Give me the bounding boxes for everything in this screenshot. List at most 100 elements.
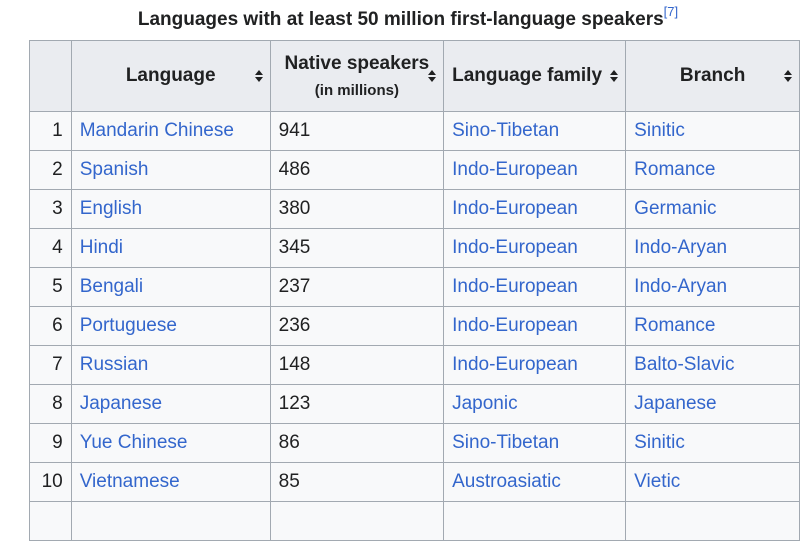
family-cell: Indo-European <box>443 228 627 268</box>
language-link[interactable]: Yue Chinese <box>79 432 188 453</box>
language-link[interactable]: Mandarin Chinese <box>79 120 234 141</box>
family-header-label: Language family <box>452 65 603 86</box>
branch-cell: Vietic <box>625 462 800 502</box>
branch-link[interactable]: Germanic <box>634 198 717 219</box>
family-cell: Austroasiatic <box>443 462 627 502</box>
branch-cell: Romance <box>625 306 800 346</box>
language-cell: Vietnamese <box>70 462 271 502</box>
speakers-cell: 380 <box>269 189 445 229</box>
branch-cell: Indo-Aryan <box>625 228 800 268</box>
family-link[interactable]: Sino-Tibetan <box>452 432 560 453</box>
branch-link[interactable]: Vietic <box>634 471 681 492</box>
language-link[interactable]: English <box>79 198 143 219</box>
language-cell: Bengali <box>70 267 271 307</box>
branch-link[interactable]: Indo-Aryan <box>634 237 728 258</box>
family-cell: Indo-European <box>443 150 627 190</box>
speakers-cell: 237 <box>269 267 445 307</box>
branch-link[interactable]: Romance <box>634 159 716 180</box>
family-link[interactable]: Austroasiatic <box>452 471 561 492</box>
language-cell: Mandarin Chinese <box>70 111 271 151</box>
language-link[interactable]: Bengali <box>79 276 144 297</box>
rank-cell: 6 <box>29 306 72 346</box>
sort-icon[interactable] <box>610 70 619 82</box>
family-link[interactable]: Indo-European <box>452 198 578 219</box>
speakers-cell: 236 <box>269 306 445 346</box>
family-link[interactable]: Indo-European <box>452 315 578 336</box>
rank-cell: 8 <box>29 384 72 424</box>
rank-cell: 7 <box>29 345 72 385</box>
branch-cell: Japanese <box>625 384 800 424</box>
branch-cell: Indo-Aryan <box>625 267 800 307</box>
sort-icon[interactable] <box>428 70 437 82</box>
family-link[interactable]: Indo-European <box>452 237 578 258</box>
empty-cell <box>29 501 72 541</box>
sort-icon[interactable] <box>254 70 263 82</box>
table-row: 1 Mandarin Chinese 941 Sino-Tibetan Sinitic <box>29 111 800 151</box>
rank-cell: 10 <box>29 462 72 502</box>
table-row: 4 Hindi 345 Indo-European Indo-Aryan <box>29 228 800 268</box>
languages-table: Language Native speakers (in millions) L… <box>29 40 800 541</box>
branch-link[interactable]: Sinitic <box>634 432 685 453</box>
family-link[interactable]: Sino-Tibetan <box>452 120 560 141</box>
branch-header[interactable]: Branch <box>625 40 800 112</box>
language-link[interactable]: Hindi <box>79 237 124 258</box>
empty-cell <box>625 501 800 541</box>
rank-cell: 9 <box>29 423 72 463</box>
language-cell: Hindi <box>70 228 271 268</box>
table-row: 2 Spanish 486 Indo-European Romance <box>29 150 800 190</box>
rank-cell: 2 <box>29 150 72 190</box>
language-cell: Japanese <box>70 384 271 424</box>
language-link[interactable]: Japanese <box>79 393 163 414</box>
branch-link[interactable]: Balto-Slavic <box>634 354 735 375</box>
header-row: Language Native speakers (in millions) L… <box>29 40 800 112</box>
family-cell: Indo-European <box>443 267 627 307</box>
rank-cell: 5 <box>29 267 72 307</box>
language-link[interactable]: Portuguese <box>79 315 177 336</box>
empty-cell <box>443 501 627 541</box>
language-cell: Russian <box>70 345 271 385</box>
speakers-header[interactable]: Native speakers (in millions) <box>269 40 445 112</box>
speakers-header-unit: (in millions) <box>314 82 399 99</box>
reference-superscript: [7] <box>664 4 678 19</box>
table-row: 10 Vietnamese 85 Austroasiatic Vietic <box>29 462 800 502</box>
family-cell: Indo-European <box>443 345 627 385</box>
family-cell: Sino-Tibetan <box>443 111 627 151</box>
language-link[interactable]: Spanish <box>79 159 149 180</box>
table-caption: Languages with at least 50 million first… <box>0 0 800 40</box>
branch-link[interactable]: Indo-Aryan <box>634 276 728 297</box>
branch-link[interactable]: Japanese <box>634 393 717 414</box>
family-link[interactable]: Japonic <box>452 393 518 414</box>
speakers-cell: 86 <box>269 423 445 463</box>
language-header[interactable]: Language <box>70 40 271 112</box>
family-cell: Indo-European <box>443 306 627 346</box>
rank-cell: 4 <box>29 228 72 268</box>
speakers-cell: 345 <box>269 228 445 268</box>
sort-icon[interactable] <box>784 70 792 82</box>
branch-cell: Sinitic <box>625 111 800 151</box>
branch-link[interactable]: Romance <box>634 315 716 336</box>
family-link[interactable]: Indo-European <box>452 354 578 375</box>
caption-text: Languages with at least 50 million first… <box>137 9 664 30</box>
empty-cell <box>269 501 445 541</box>
branch-header-label: Branch <box>679 65 746 86</box>
language-cell: Portuguese <box>70 306 271 346</box>
branch-cell: Balto-Slavic <box>625 345 800 385</box>
family-header[interactable]: Language family <box>443 40 627 112</box>
language-link[interactable]: Vietnamese <box>79 471 180 492</box>
reference-link[interactable]: [7] <box>663 4 679 19</box>
family-link[interactable]: Indo-European <box>452 159 578 180</box>
table-row-partial <box>29 501 800 541</box>
family-cell: Japonic <box>443 384 627 424</box>
family-link[interactable]: Indo-European <box>452 276 578 297</box>
table-row: 6 Portuguese 236 Indo-European Romance <box>29 306 800 346</box>
language-link[interactable]: Russian <box>79 354 149 375</box>
speakers-cell: 85 <box>269 462 445 502</box>
branch-link[interactable]: Sinitic <box>634 120 685 141</box>
speakers-cell: 486 <box>269 150 445 190</box>
rank-cell: 1 <box>29 111 72 151</box>
table-row: 5 Bengali 237 Indo-European Indo-Aryan <box>29 267 800 307</box>
branch-cell: Romance <box>625 150 800 190</box>
language-cell: Yue Chinese <box>70 423 271 463</box>
table-row: 9 Yue Chinese 86 Sino-Tibetan Sinitic <box>29 423 800 463</box>
table-body: 1 Mandarin Chinese 941 Sino-Tibetan Sinitic 2… <box>29 111 800 541</box>
